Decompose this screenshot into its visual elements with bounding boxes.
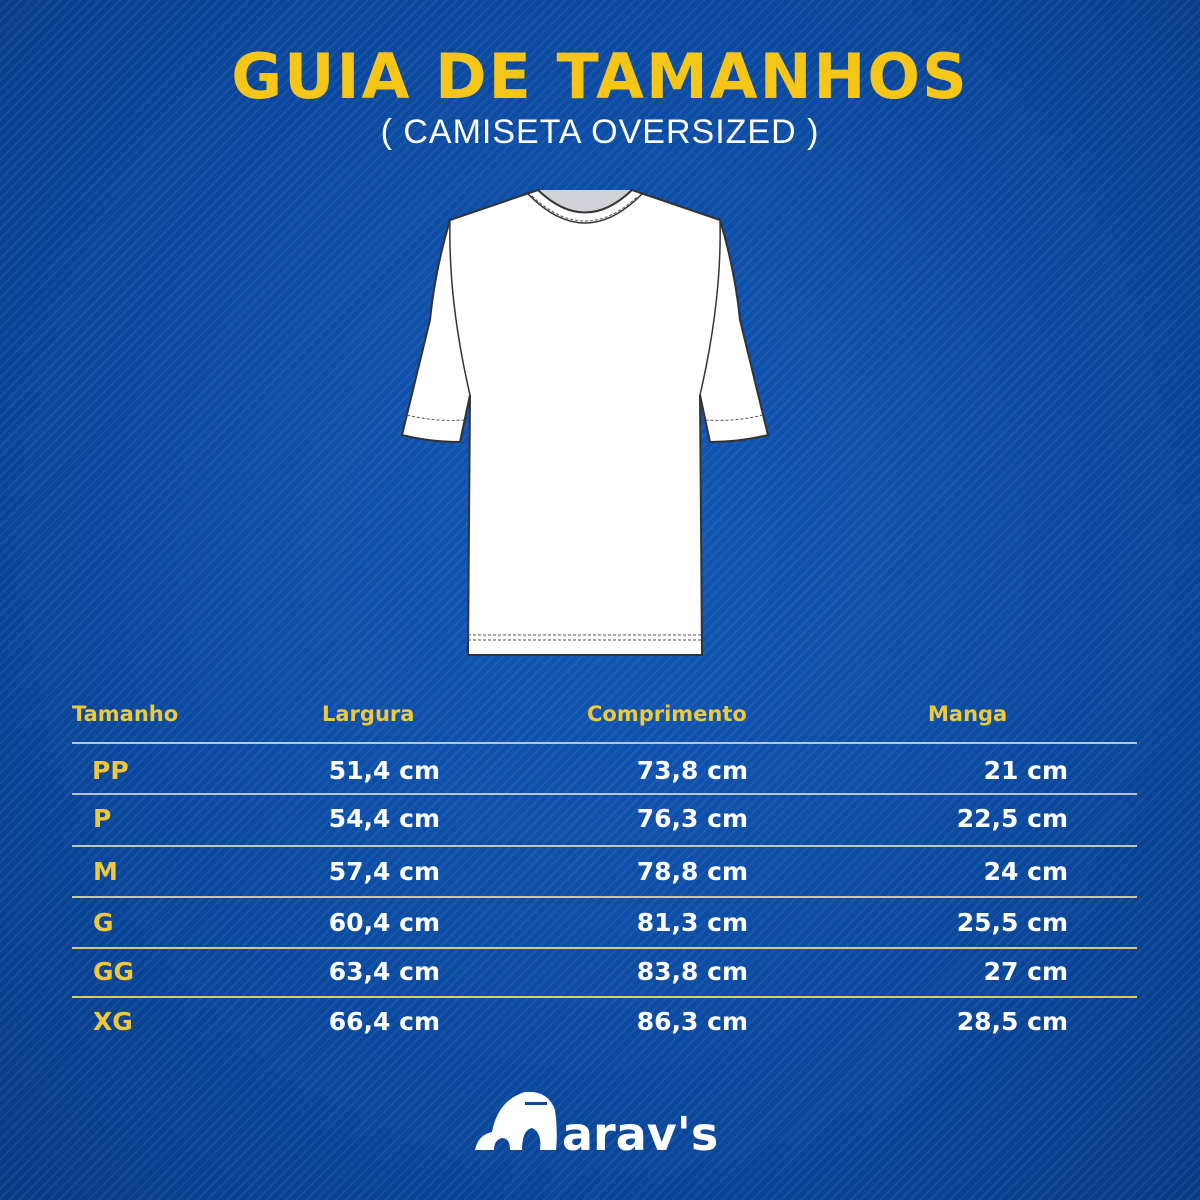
page-title: GUIA DE TAMANHOS: [231, 40, 969, 113]
cell-comprimento: 78,8 cm: [636, 857, 748, 886]
cell-comprimento: 73,8 cm: [636, 756, 748, 785]
cell-manga: 28,5 cm: [956, 1007, 1068, 1036]
cell-comprimento: 76,3 cm: [636, 804, 748, 833]
header-comprimento: Comprimento: [587, 702, 747, 726]
cell-largura: 63,4 cm: [328, 957, 440, 986]
divider: [72, 996, 1137, 998]
cell-size: G: [93, 908, 114, 937]
cell-largura: 60,4 cm: [328, 908, 440, 937]
divider: [72, 793, 1137, 795]
cell-manga: 24 cm: [983, 857, 1068, 886]
cell-largura: 54,4 cm: [328, 804, 440, 833]
cell-manga: 22,5 cm: [956, 804, 1068, 833]
cell-size: XG: [93, 1007, 133, 1036]
divider: [72, 742, 1137, 744]
cell-manga: 21 cm: [983, 756, 1068, 785]
cell-comprimento: 83,8 cm: [636, 957, 748, 986]
cell-size: PP: [92, 756, 129, 785]
header-tamanho: Tamanho: [72, 702, 179, 726]
cell-largura: 57,4 cm: [328, 857, 440, 886]
cell-manga: 25,5 cm: [956, 908, 1068, 937]
divider: [72, 896, 1137, 898]
header-largura: Largura: [322, 702, 415, 726]
divider: [72, 947, 1137, 949]
cell-size: P: [93, 804, 112, 833]
cell-comprimento: 81,3 cm: [636, 908, 748, 937]
cell-largura: 66,4 cm: [328, 1007, 440, 1036]
cell-largura: 51,4 cm: [328, 756, 440, 785]
cell-size: GG: [93, 957, 135, 986]
page-subtitle: ( CAMISETA OVERSIZED ): [380, 113, 820, 151]
brand-logo: arav's: [475, 1091, 718, 1160]
header-manga: Manga: [928, 702, 1008, 726]
divider: [72, 845, 1137, 847]
tshirt-illustration: [400, 188, 770, 656]
cell-size: M: [93, 857, 118, 886]
cell-manga: 27 cm: [983, 957, 1068, 986]
cell-comprimento: 86,3 cm: [636, 1007, 748, 1036]
svg-text:arav's: arav's: [562, 1107, 718, 1160]
